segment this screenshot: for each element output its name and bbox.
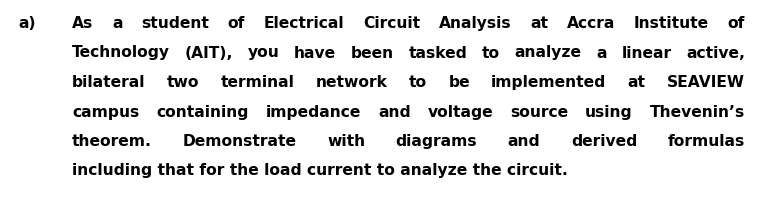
Text: be: be — [448, 75, 470, 90]
Text: formulas: formulas — [668, 134, 745, 149]
Text: and: and — [378, 104, 410, 119]
Text: (AIT),: (AIT), — [185, 46, 233, 61]
Text: SEAVIEW: SEAVIEW — [667, 75, 745, 90]
Text: Demonstrate: Demonstrate — [183, 134, 297, 149]
Text: theorem.: theorem. — [72, 134, 152, 149]
Text: impedance: impedance — [265, 104, 361, 119]
Text: voltage: voltage — [427, 104, 493, 119]
Text: Analysis: Analysis — [439, 16, 512, 31]
Text: and: and — [508, 134, 541, 149]
Text: of: of — [728, 16, 745, 31]
Text: network: network — [316, 75, 387, 90]
Text: Accra: Accra — [567, 16, 615, 31]
Text: have: have — [294, 46, 336, 61]
Text: source: source — [510, 104, 568, 119]
Text: analyze: analyze — [515, 46, 581, 61]
Text: diagrams: diagrams — [396, 134, 477, 149]
Text: tasked: tasked — [409, 46, 467, 61]
Text: with: with — [327, 134, 365, 149]
Text: including that for the load current to analyze the circuit.: including that for the load current to a… — [72, 164, 568, 179]
Text: linear: linear — [621, 46, 671, 61]
Text: two: two — [166, 75, 199, 90]
Text: implemented: implemented — [491, 75, 607, 90]
Text: of: of — [228, 16, 245, 31]
Text: bilateral: bilateral — [72, 75, 146, 90]
Text: active,: active, — [686, 46, 745, 61]
Text: using: using — [585, 104, 633, 119]
Text: containing: containing — [156, 104, 249, 119]
Text: As: As — [72, 16, 94, 31]
Text: terminal: terminal — [221, 75, 295, 90]
Text: you: you — [248, 46, 279, 61]
Text: at: at — [627, 75, 646, 90]
Text: Electrical: Electrical — [264, 16, 344, 31]
Text: Thevenin’s: Thevenin’s — [650, 104, 745, 119]
Text: to: to — [482, 46, 500, 61]
Text: at: at — [530, 16, 548, 31]
Text: campus: campus — [72, 104, 140, 119]
Text: Institute: Institute — [634, 16, 709, 31]
Text: a): a) — [18, 16, 35, 31]
Text: derived: derived — [571, 134, 637, 149]
Text: to: to — [409, 75, 427, 90]
Text: a: a — [596, 46, 607, 61]
Text: student: student — [141, 16, 209, 31]
Text: Technology: Technology — [72, 46, 170, 61]
Text: a: a — [112, 16, 123, 31]
Text: Circuit: Circuit — [363, 16, 420, 31]
Text: been: been — [351, 46, 394, 61]
